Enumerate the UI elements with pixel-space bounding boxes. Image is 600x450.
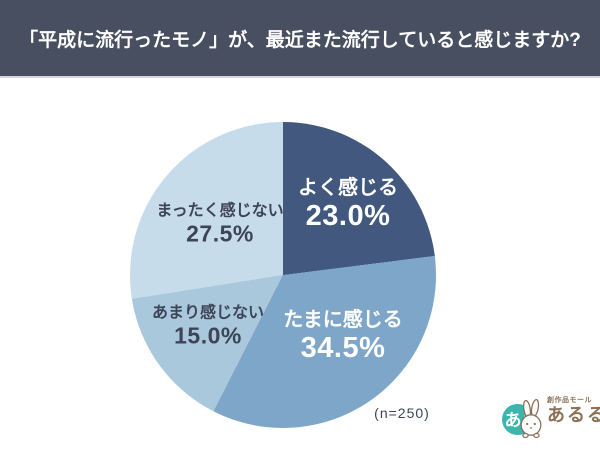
rabbit-mascot-icon [520, 399, 542, 439]
slice-value: 23.0% [305, 199, 391, 232]
slice-name: まったく感じない [156, 202, 284, 220]
logo-badge-char: あ [504, 411, 522, 430]
slice-value: 27.5% [186, 220, 254, 247]
pie-label-sometimes: たまに感じる 34.5% [283, 309, 402, 365]
question-title: 「平成に流行ったモノ」が、最近また流行していると感じますか? [19, 29, 581, 51]
pie-label-often: よく感じる 23.0% [298, 177, 398, 233]
pie-label-never: まったく感じない 27.5% [156, 203, 283, 248]
logo-brand-name: あるる [547, 405, 600, 425]
logo-text: 創作品モール あるる [547, 395, 600, 427]
slice-name: たまに感じる [283, 308, 403, 331]
slice-name: あまり感じない [151, 304, 265, 322]
slice-value: 15.0% [174, 322, 242, 349]
slice-value: 34.5% [300, 331, 386, 364]
question-header: 「平成に流行ったモノ」が、最近また流行していると感じますか? [0, 0, 600, 78]
logo-tagline: 創作品モール [547, 397, 592, 404]
pie-chart [130, 122, 436, 428]
brand-logo: あ ! 創作品モール あるる [496, 393, 600, 445]
pie-label-rarely: あまり感じない 15.0% [152, 305, 264, 350]
sample-size-note: (n=250) [374, 405, 430, 421]
slice-name: よく感じる [298, 176, 398, 199]
